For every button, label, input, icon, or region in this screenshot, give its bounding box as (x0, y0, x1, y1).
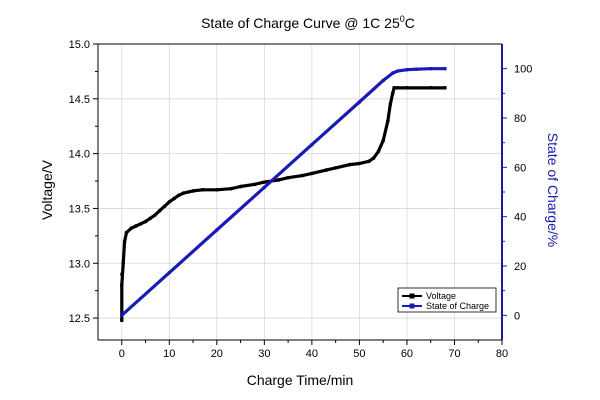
x-tick-label: 10 (163, 348, 175, 360)
voltage-point (129, 226, 134, 230)
state-of-charge-point (262, 185, 267, 190)
state-of-charge-point (390, 71, 395, 75)
state-of-charge-point (443, 66, 447, 71)
voltage-point (138, 221, 143, 226)
state-of-charge-point (119, 313, 124, 318)
state-of-charge-point (395, 69, 400, 73)
x-tick-label: 30 (258, 348, 270, 360)
state-of-charge-series-line (120, 67, 447, 317)
voltage-point (191, 189, 195, 193)
series-layer (119, 66, 447, 323)
y-tick-label: 13.5 (69, 203, 90, 215)
state-of-charge-point (215, 228, 219, 232)
voltage-point (238, 184, 243, 189)
voltage-point (172, 196, 176, 201)
voltage-point (333, 166, 338, 170)
voltage-point (153, 213, 157, 217)
voltage-point (357, 161, 362, 166)
y-tick-label: 14.5 (69, 94, 90, 106)
voltage-point (162, 204, 167, 209)
voltage-point (215, 188, 219, 192)
chart-title-superscript: 0 (400, 14, 405, 24)
y2-tick-label: 40 (514, 212, 526, 224)
voltage-point (200, 188, 205, 192)
y-axis-title: Voltage/V (39, 159, 55, 220)
chart-title-text: State of Charge Curve @ 1C 25 (201, 15, 400, 31)
voltage-point (134, 224, 138, 228)
y2-tick-label: 20 (514, 261, 526, 273)
voltage-point (276, 178, 281, 182)
legend-soc-marker (409, 303, 415, 309)
y-tick-label: 14.0 (69, 149, 90, 161)
legend-soc-label: State of Charge (426, 301, 489, 311)
y-tick-label: 12.5 (69, 313, 90, 325)
y2-tick-label: 0 (514, 310, 520, 322)
state-of-charge-point (167, 270, 172, 275)
voltage-point (381, 138, 385, 143)
state-of-charge-point (405, 67, 409, 72)
state-of-charge-point (357, 100, 362, 104)
chart-title-unit: C (405, 15, 415, 31)
y2-tick-label: 60 (514, 162, 526, 174)
y-tick-label: 13.0 (69, 258, 90, 270)
voltage-point (181, 191, 186, 195)
x-tick-label: 40 (306, 348, 318, 360)
x-axis-title: Charge Time/min (247, 372, 354, 388)
voltage-point (376, 149, 381, 154)
voltage-series-line (120, 86, 447, 322)
voltage-point (143, 219, 148, 224)
voltage-point (405, 86, 409, 90)
voltage-point (186, 190, 191, 194)
x-tick-label: 20 (211, 348, 223, 360)
voltage-point (324, 168, 328, 172)
voltage-point (310, 171, 314, 176)
y-tick-label: 15.0 (69, 39, 90, 51)
grid-layer (98, 44, 502, 340)
y2-tick-label: 80 (514, 113, 526, 125)
voltage-point (167, 200, 172, 204)
state-of-charge-point (414, 67, 419, 71)
x-tick-label: 80 (496, 348, 508, 360)
voltage-point (428, 86, 433, 90)
y2-axis-title: State of Charge/% (545, 133, 561, 247)
x-tick-label: 60 (401, 348, 413, 360)
voltage-point (286, 175, 290, 180)
voltage-point (124, 230, 129, 235)
state-of-charge-point (381, 78, 385, 83)
voltage-point (388, 102, 393, 107)
axes-layer: 0 10 20 30 40 50 60 70 80 12.5 13.0 13.5 14.0 14.5 15.… (69, 39, 533, 360)
legend: Voltage State of Charge (397, 287, 497, 313)
voltage-point (367, 159, 371, 164)
voltage-point (392, 86, 396, 90)
y2-tick-label: 100 (514, 64, 532, 76)
voltage-point (390, 91, 395, 96)
voltage-point (348, 162, 352, 167)
voltage-point (122, 239, 127, 244)
voltage-point (262, 180, 267, 184)
legend-voltage-label: Voltage (426, 291, 456, 301)
voltage-point (148, 216, 153, 221)
legend-voltage-marker (409, 293, 415, 299)
x-tick-label: 70 (448, 348, 460, 360)
voltage-point (443, 86, 447, 90)
voltage-start-marker (120, 318, 124, 322)
voltage-point (395, 86, 400, 90)
voltage-point (253, 182, 257, 187)
voltage-point (229, 186, 233, 191)
x-tick-label: 0 (119, 348, 125, 360)
voltage-point (157, 208, 162, 213)
voltage-point (121, 261, 125, 266)
voltage-point (300, 173, 305, 178)
voltage-point (177, 193, 181, 198)
state-of-charge-point (428, 66, 433, 71)
voltage-start-marker (120, 272, 124, 276)
voltage-point (386, 118, 390, 123)
chart-title: State of Charge Curve @ 1C 250C (201, 14, 415, 31)
voltage-start-marker (120, 283, 124, 287)
voltage-point (371, 156, 376, 160)
x-tick-label: 50 (353, 348, 365, 360)
state-of-charge-point (310, 142, 314, 147)
